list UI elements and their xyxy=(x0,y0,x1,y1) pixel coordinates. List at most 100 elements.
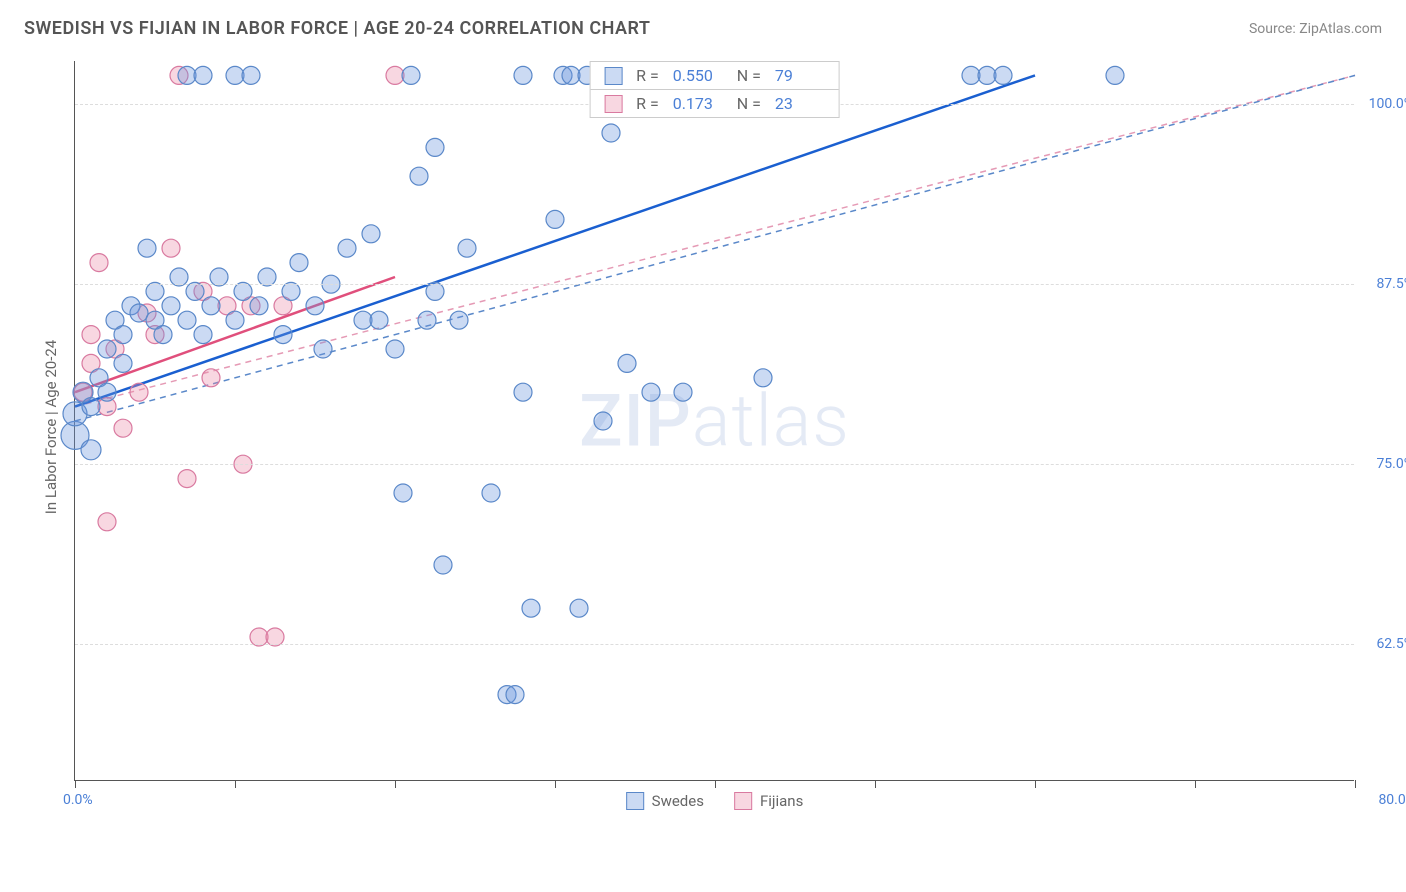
swedes-point xyxy=(306,297,324,315)
legend-swatch xyxy=(734,792,752,810)
swedes-point xyxy=(482,484,500,502)
x-tick xyxy=(395,780,396,788)
x-tick xyxy=(235,780,236,788)
swedes-point xyxy=(642,383,660,401)
swedes-point xyxy=(570,599,588,617)
legend-correlation-row: R =0.173N =23 xyxy=(590,90,839,117)
x-tick xyxy=(1195,780,1196,788)
x-tick xyxy=(875,780,876,788)
fijians-point xyxy=(98,513,116,531)
swedes-point xyxy=(226,66,244,84)
swedes-point xyxy=(178,66,196,84)
plot-area: ZIPatlas R =0.550N =79R =0.173N =23 0.0%… xyxy=(74,61,1354,781)
swedes-point xyxy=(410,167,428,185)
swedes-point xyxy=(274,326,292,344)
x-axis-max-label: 80.0% xyxy=(1378,792,1406,808)
y-tick-label: 75.0% xyxy=(1376,456,1406,472)
fijians-point xyxy=(178,470,196,488)
legend-r-label: R = xyxy=(636,94,659,113)
swedes-point xyxy=(162,297,180,315)
x-tick xyxy=(715,780,716,788)
x-tick xyxy=(555,780,556,788)
legend-swatch xyxy=(604,67,622,85)
swedes-point xyxy=(1106,66,1124,84)
swedes-point xyxy=(154,326,172,344)
swedes-point xyxy=(674,383,692,401)
title-bar: SWEDISH VS FIJIAN IN LABOR FORCE | AGE 2… xyxy=(0,0,1406,47)
y-tick-label: 100.0% xyxy=(1369,96,1406,112)
x-tick xyxy=(1035,780,1036,788)
swedes-point xyxy=(394,484,412,502)
fijians-point xyxy=(202,369,220,387)
gridline-h xyxy=(75,644,1354,645)
swedes-trend-dash xyxy=(75,75,1355,421)
fijians-point xyxy=(90,254,108,272)
swedes-point xyxy=(98,340,116,358)
swedes-point xyxy=(114,354,132,372)
swedes-trend-solid xyxy=(75,75,1035,406)
swedes-point xyxy=(114,326,132,344)
swedes-point xyxy=(418,311,436,329)
gridline-h xyxy=(75,284,1354,285)
legend-swatch xyxy=(604,95,622,113)
swedes-point xyxy=(370,311,388,329)
swedes-point xyxy=(338,239,356,257)
swedes-point xyxy=(226,311,244,329)
swedes-point xyxy=(81,440,101,460)
swedes-point xyxy=(434,556,452,574)
swedes-point xyxy=(546,210,564,228)
legend-n-value: 23 xyxy=(775,94,825,113)
y-axis-title: In Labor Force | Age 20-24 xyxy=(42,340,60,514)
legend-series-label: Fijians xyxy=(760,792,803,810)
swedes-point xyxy=(354,311,372,329)
swedes-point xyxy=(402,66,420,84)
swedes-point xyxy=(594,412,612,430)
x-axis-min-label: 0.0% xyxy=(63,792,93,808)
legend-r-label: R = xyxy=(636,66,659,85)
swedes-point xyxy=(962,66,980,84)
legend-correlation-row: R =0.550N =79 xyxy=(590,62,839,90)
fijians-point xyxy=(130,383,148,401)
y-tick-label: 62.5% xyxy=(1376,636,1406,652)
swedes-point xyxy=(314,340,332,358)
swedes-point xyxy=(130,304,148,322)
swedes-point xyxy=(362,225,380,243)
swedes-point xyxy=(618,354,636,372)
source-label: Source: ZipAtlas.com xyxy=(1249,21,1382,37)
gridline-h xyxy=(75,464,1354,465)
legend-series-item: Swedes xyxy=(626,792,704,810)
swedes-point xyxy=(202,297,220,315)
legend-series: Swedes Fijians xyxy=(626,792,804,810)
swedes-point xyxy=(386,340,404,358)
swedes-point xyxy=(978,66,996,84)
swedes-point xyxy=(250,297,268,315)
swedes-point xyxy=(458,239,476,257)
swedes-point xyxy=(522,599,540,617)
swedes-point xyxy=(82,398,100,416)
swedes-point xyxy=(426,138,444,156)
swedes-point xyxy=(98,383,116,401)
swedes-point xyxy=(450,311,468,329)
y-tick-label: 87.5% xyxy=(1376,276,1406,292)
legend-series-label: Swedes xyxy=(652,792,704,810)
chart-title: SWEDISH VS FIJIAN IN LABOR FORCE | AGE 2… xyxy=(24,18,651,39)
swedes-point xyxy=(194,326,212,344)
legend-n-value: 79 xyxy=(775,66,825,85)
legend-r-value: 0.550 xyxy=(673,66,723,85)
swedes-point xyxy=(290,254,308,272)
swedes-point xyxy=(194,66,212,84)
fijians-trend-dash xyxy=(75,75,1355,406)
swedes-point xyxy=(242,66,260,84)
legend-series-item: Fijians xyxy=(734,792,803,810)
x-tick xyxy=(75,780,76,788)
swedes-point xyxy=(602,124,620,142)
swedes-point xyxy=(562,66,580,84)
x-tick xyxy=(1355,780,1356,788)
fijians-point xyxy=(114,419,132,437)
legend-r-value: 0.173 xyxy=(673,94,723,113)
legend-correlation: R =0.550N =79R =0.173N =23 xyxy=(589,61,840,118)
swedes-point xyxy=(178,311,196,329)
swedes-point xyxy=(506,686,524,704)
fijians-point xyxy=(386,66,404,84)
legend-swatch xyxy=(626,792,644,810)
